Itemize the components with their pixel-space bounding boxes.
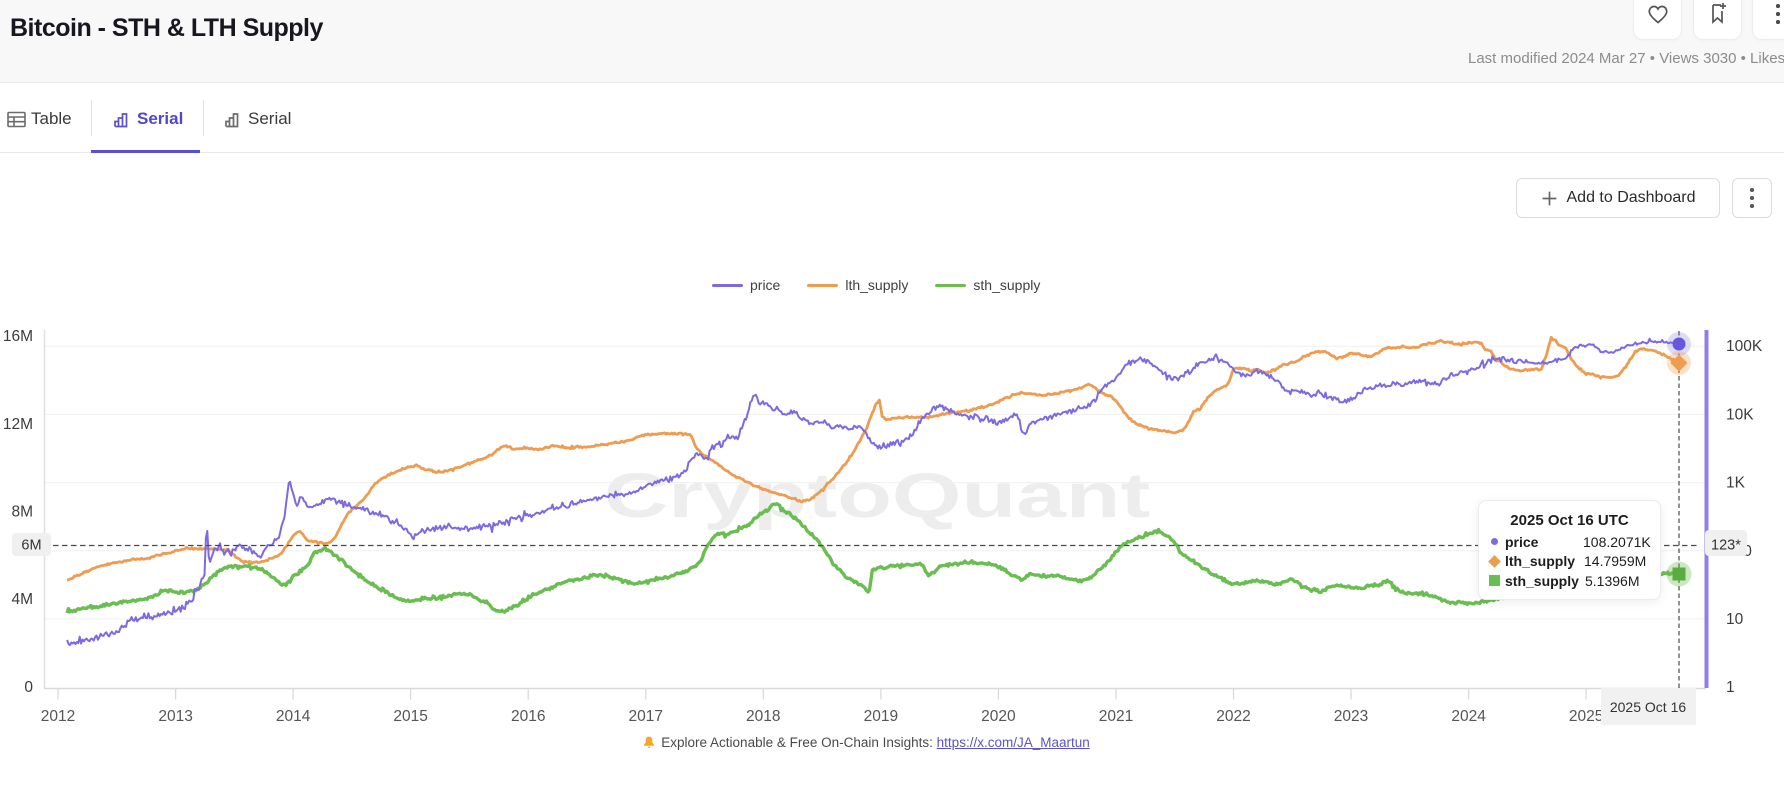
svg-text:16M: 16M — [3, 328, 33, 345]
svg-text:2022: 2022 — [1216, 708, 1250, 725]
svg-text:8M: 8M — [11, 504, 33, 521]
svg-text:2014: 2014 — [276, 708, 311, 725]
svg-text:2024: 2024 — [1451, 708, 1486, 725]
svg-text:2016: 2016 — [511, 708, 545, 725]
svg-text:1: 1 — [1726, 679, 1735, 696]
svg-text:2019: 2019 — [864, 708, 898, 725]
svg-text:CryptoQuant: CryptoQuant — [604, 461, 1151, 531]
svg-text:2018: 2018 — [746, 708, 780, 725]
svg-text:2023: 2023 — [1334, 708, 1368, 725]
svg-text:0: 0 — [24, 679, 33, 696]
svg-text:2017: 2017 — [629, 708, 663, 725]
svg-text:1K: 1K — [1726, 475, 1746, 492]
svg-text:2013: 2013 — [158, 708, 192, 725]
svg-text:123*: 123* — [1711, 538, 1741, 554]
svg-text:100K: 100K — [1726, 338, 1763, 355]
svg-text:2015: 2015 — [393, 708, 427, 725]
svg-text:2021: 2021 — [1099, 708, 1133, 725]
svg-text:10K: 10K — [1726, 406, 1754, 423]
svg-text:12M: 12M — [3, 416, 33, 433]
svg-text:2025: 2025 — [1569, 708, 1603, 725]
svg-text:10: 10 — [1726, 611, 1744, 628]
svg-text:2020: 2020 — [981, 708, 1016, 725]
svg-text:4M: 4M — [11, 591, 33, 608]
svg-text:6M: 6M — [21, 538, 41, 554]
svg-text:2012: 2012 — [41, 708, 75, 725]
svg-text:2025 Oct 16: 2025 Oct 16 — [1610, 699, 1686, 715]
